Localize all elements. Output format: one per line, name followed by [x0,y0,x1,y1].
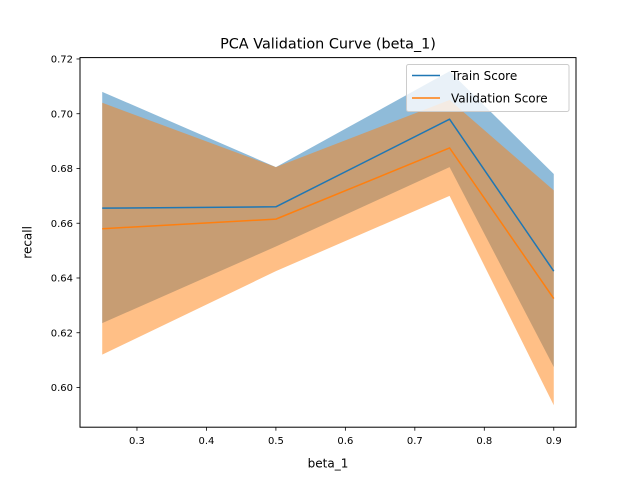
x-tick-label: 0.9 [546,436,562,447]
line-train-score [102,118,555,272]
y-axis-label: recall [21,226,35,259]
chart-title: PCA Validation Curve (beta_1) [220,37,436,53]
y-tick-label: 0.64 [51,274,73,285]
y-tick-label: 0.66 [51,219,73,230]
legend: Train Score Validation Score [406,64,570,112]
legend-label-train: Train Score [450,69,517,83]
x-tick-label: 0.3 [129,436,145,447]
legend-label-validation: Validation Score [451,92,548,106]
x-tick-label: 0.5 [268,436,284,447]
plot-frame [79,57,577,428]
x-tick-label: 0.6 [337,436,353,447]
y-tick-label: 0.70 [51,109,73,120]
line-validation-score [102,147,555,299]
legend-box [406,64,570,112]
x-tick-label: 0.8 [476,436,492,447]
x-tick-label: 0.7 [407,436,423,447]
band-validation-score [102,100,554,406]
x-axis-ticks: 0.3 0.4 0.5 0.6 0.7 0.8 0.9 [129,427,562,447]
series-lines [102,118,555,299]
y-axis-ticks: 0.60 0.62 0.64 0.66 0.68 0.70 0.72 [51,55,80,394]
x-axis-label: beta_1 [308,457,349,471]
y-tick-label: 0.60 [51,383,73,394]
y-tick-label: 0.62 [51,328,73,339]
y-tick-label: 0.68 [51,164,73,175]
y-tick-label: 0.72 [51,55,73,66]
x-tick-label: 0.4 [198,436,214,447]
confidence-bands [102,71,554,406]
